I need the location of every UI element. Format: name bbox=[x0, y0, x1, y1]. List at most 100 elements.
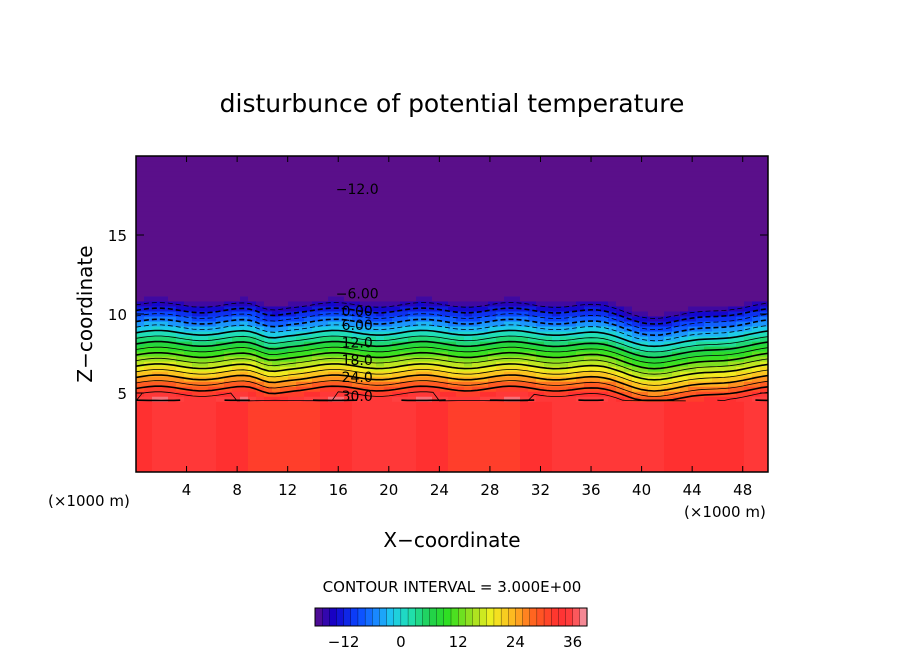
field-cell bbox=[248, 356, 257, 363]
field-cell bbox=[624, 346, 633, 353]
field-cell bbox=[672, 331, 681, 338]
field-cell bbox=[216, 301, 225, 308]
field-cell bbox=[608, 346, 617, 353]
field-cell bbox=[496, 191, 505, 197]
field-cell bbox=[192, 396, 201, 403]
field-cell bbox=[576, 356, 585, 363]
field-cell bbox=[624, 331, 633, 338]
field-cell bbox=[224, 441, 233, 448]
field-cell bbox=[344, 201, 353, 207]
field-cell bbox=[264, 376, 273, 383]
field-cell bbox=[136, 406, 145, 413]
field-cell bbox=[656, 236, 665, 242]
field-cell bbox=[640, 316, 649, 323]
field-cell bbox=[216, 256, 225, 262]
field-cell bbox=[216, 346, 225, 353]
field-cell bbox=[424, 351, 433, 358]
field-cell bbox=[504, 286, 513, 293]
field-cell bbox=[488, 196, 497, 202]
field-cell bbox=[664, 201, 673, 207]
field-cell bbox=[232, 241, 241, 247]
field-cell bbox=[648, 206, 657, 212]
field-cell bbox=[296, 351, 305, 358]
field-cell bbox=[216, 466, 225, 472]
field-cell bbox=[384, 306, 393, 313]
field-cell bbox=[424, 246, 433, 252]
field-cell bbox=[152, 251, 161, 257]
field-cell bbox=[152, 256, 161, 262]
field-cell bbox=[208, 231, 217, 237]
field-cell bbox=[344, 451, 353, 458]
field-cell bbox=[664, 156, 673, 162]
field-cell bbox=[168, 381, 177, 388]
field-cell bbox=[176, 196, 185, 202]
field-cell bbox=[368, 166, 377, 172]
field-cell bbox=[680, 266, 689, 272]
field-cell bbox=[600, 326, 609, 333]
field-cell bbox=[624, 386, 633, 393]
field-cell bbox=[760, 451, 768, 458]
field-cell bbox=[448, 456, 457, 463]
field-cell bbox=[760, 376, 768, 383]
contour-line bbox=[136, 391, 768, 402]
field-cell bbox=[432, 446, 441, 453]
field-cell bbox=[568, 211, 577, 217]
field-cell bbox=[744, 226, 753, 232]
field-cell bbox=[168, 446, 177, 453]
field-cell bbox=[368, 271, 377, 277]
field-cell bbox=[496, 311, 505, 318]
field-cell bbox=[504, 351, 513, 358]
field-cell bbox=[456, 236, 465, 242]
field-cell bbox=[224, 466, 233, 472]
field-cell bbox=[528, 321, 537, 328]
field-cell bbox=[520, 416, 529, 423]
field-cell bbox=[440, 306, 449, 313]
field-cell bbox=[176, 331, 185, 338]
field-cell bbox=[136, 226, 145, 232]
field-cell bbox=[400, 406, 409, 413]
field-cell bbox=[424, 261, 433, 267]
field-cell bbox=[208, 371, 217, 378]
field-cell bbox=[480, 176, 489, 182]
field-cell bbox=[352, 181, 361, 187]
field-cell bbox=[600, 421, 609, 428]
field-cell bbox=[184, 226, 193, 232]
field-cell bbox=[600, 256, 609, 262]
field-cell bbox=[568, 191, 577, 197]
field-cell bbox=[312, 411, 321, 418]
field-cell bbox=[296, 461, 305, 468]
field-cell bbox=[624, 191, 633, 197]
field-cell bbox=[136, 276, 145, 282]
field-cell bbox=[472, 291, 481, 298]
field-cell bbox=[552, 351, 561, 358]
field-cell bbox=[632, 171, 641, 177]
field-cell bbox=[352, 331, 361, 338]
field-cell bbox=[752, 236, 761, 242]
field-cell bbox=[272, 156, 281, 162]
field-cell bbox=[152, 286, 161, 293]
field-cell bbox=[584, 361, 593, 368]
field-cell bbox=[536, 221, 545, 227]
field-cell bbox=[464, 286, 473, 293]
field-cell bbox=[304, 466, 313, 472]
field-cell bbox=[352, 431, 361, 438]
field-cell bbox=[144, 446, 153, 453]
field-cell bbox=[376, 341, 385, 348]
field-cell bbox=[328, 221, 337, 227]
field-cell bbox=[328, 386, 337, 393]
field-cell bbox=[696, 346, 705, 353]
field-cell bbox=[240, 211, 249, 217]
field-cell bbox=[752, 196, 761, 202]
field-cell bbox=[728, 246, 737, 252]
field-cell bbox=[176, 186, 185, 192]
field-cell bbox=[280, 276, 289, 282]
field-cell bbox=[688, 266, 697, 272]
field-cell bbox=[248, 206, 257, 212]
field-cell bbox=[232, 451, 241, 458]
field-cell bbox=[488, 336, 497, 343]
field-cell bbox=[752, 451, 761, 458]
field-cell bbox=[608, 451, 617, 458]
field-cell bbox=[552, 186, 561, 192]
field-cell bbox=[472, 261, 481, 267]
